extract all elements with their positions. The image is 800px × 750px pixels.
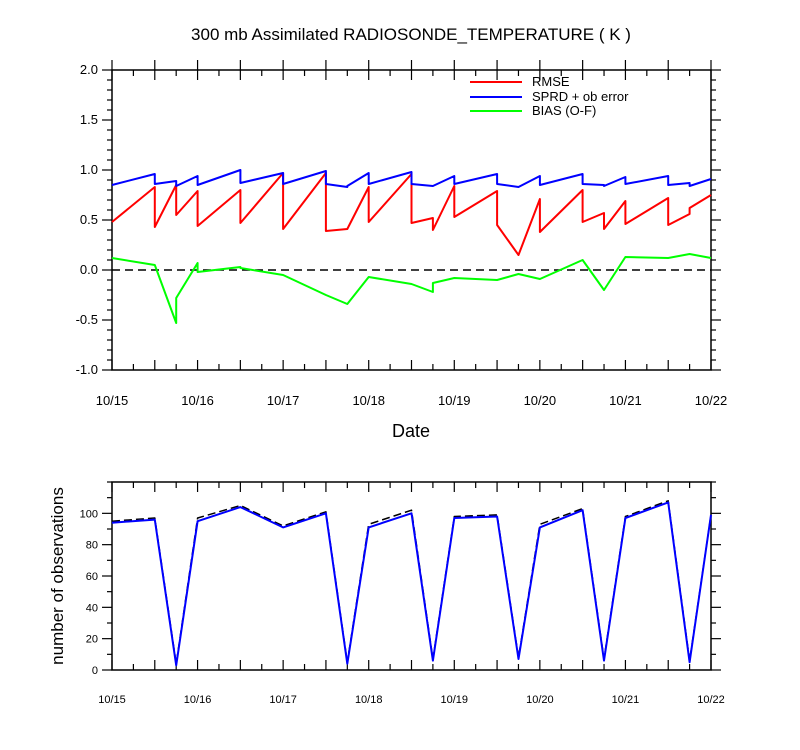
x-tick-label: 10/17 — [269, 694, 297, 706]
series-line-sprd-ob-error — [111, 169, 712, 188]
y-tick-label: 0.0 — [80, 262, 98, 277]
x-tick-label: 10/22 — [697, 694, 725, 706]
legend-rmse-label: RMSE — [532, 74, 570, 89]
series-line-bias-o-f — [111, 253, 712, 324]
y-tick-label: 80 — [86, 540, 98, 552]
y-tick-label: -1.0 — [76, 362, 98, 377]
x-axis-label: Date — [392, 421, 430, 441]
series-line-rmse — [111, 172, 712, 256]
x-tick-label: 10/16 — [181, 393, 214, 408]
x-tick-label: 10/18 — [352, 393, 385, 408]
y-tick-label: 1.0 — [80, 162, 98, 177]
x-tick-label: 10/19 — [441, 694, 469, 706]
legend: RMSE SPRD + ob error BIAS (O-F) — [470, 74, 629, 118]
y-tick-label: -0.5 — [76, 312, 98, 327]
x-tick-label: 10/16 — [184, 694, 212, 706]
x-tick-label: 10/20 — [524, 393, 557, 408]
x-tick-label: 10/15 — [96, 393, 129, 408]
top-chart: 10/15 10/16 10/17 10/18 10/19 10/20 10/21 10/22… — [76, 60, 728, 408]
x-tick-label: 10/19 — [438, 393, 471, 408]
x-tick-label: 10/21 — [612, 694, 640, 706]
y-tick-label: 0 — [92, 665, 98, 677]
x-tick-label: 10/22 — [695, 393, 728, 408]
x-tick-label: 10/20 — [526, 694, 554, 706]
y-tick-label: 100 — [80, 508, 98, 520]
y-tick-label: 20 — [86, 634, 98, 646]
bottom-chart: 10/15 10/16 10/17 10/18 10/19 10/20 10/21 10/22… — [80, 481, 725, 706]
x-tick-label: 10/15 — [98, 694, 126, 706]
legend-sprd-label: SPRD + ob error — [532, 89, 629, 104]
y-tick-label: 2.0 — [80, 62, 98, 77]
series-line-observations — [111, 501, 712, 667]
chart-title: 300 mb Assimilated RADIOSONDE_TEMPERATUR… — [191, 25, 631, 44]
x-tick-label: 10/18 — [355, 694, 383, 706]
y-tick-label: 60 — [86, 571, 98, 583]
x-tick-label: 10/21 — [609, 393, 642, 408]
y-tick-label: 40 — [86, 602, 98, 614]
x-tick-label: 10/17 — [267, 393, 300, 408]
y-tick-label: 1.5 — [80, 112, 98, 127]
legend-bias-label: BIAS (O-F) — [532, 103, 596, 118]
y-tick-label: 0.5 — [80, 212, 98, 227]
y-axis-label-observations: number of observations — [48, 487, 67, 665]
